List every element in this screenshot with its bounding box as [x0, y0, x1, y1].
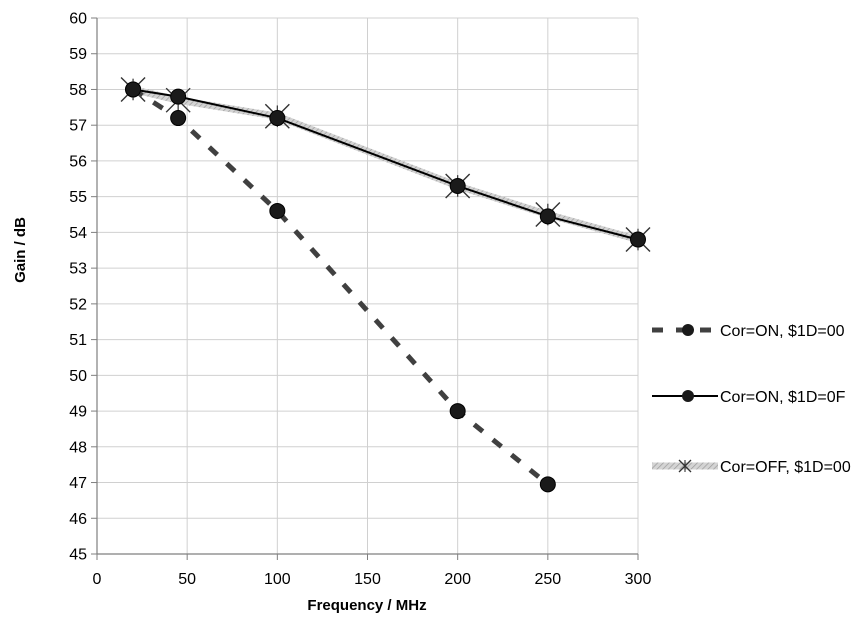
- legend-marker: [682, 324, 694, 336]
- x-tick-label: 0: [93, 571, 102, 588]
- data-point: [125, 81, 142, 98]
- data-point: [170, 110, 187, 127]
- series-group: [120, 76, 651, 493]
- y-tick-label: 57: [69, 118, 87, 135]
- legend-label: Cor=ON, $1D=00: [720, 323, 845, 340]
- legend-label: Cor=OFF, $1D=00: [720, 459, 851, 476]
- y-tick-label: 54: [69, 225, 87, 242]
- y-tick-label: 50: [69, 368, 87, 385]
- data-point: [449, 403, 466, 420]
- data-point: [539, 476, 556, 493]
- y-tick-label: 47: [69, 475, 87, 492]
- axes: 45 46 47 48 49 50 51 52 53 54 55 56 57 58 59 60 0 50 100 15…: [69, 11, 651, 589]
- y-tick-label: 58: [69, 82, 87, 99]
- x-axis-title: Frequency / MHz: [307, 597, 426, 614]
- y-tick-label: 51: [69, 332, 87, 349]
- y-tick-label: 48: [69, 439, 87, 456]
- legend: Cor=ON, $1D=00 Cor=ON, $1D=0F Cor=OFF, $1D…: [652, 323, 851, 476]
- y-tick-label: 53: [69, 261, 87, 278]
- y-tick-label: 49: [69, 404, 87, 421]
- y-tick-label: 46: [69, 511, 87, 528]
- y-tick-label: 52: [69, 296, 87, 313]
- legend-item-1: Cor=ON, $1D=00: [652, 323, 845, 340]
- legend-item-2: Cor=ON, $1D=0F: [652, 389, 846, 406]
- data-point: [630, 231, 646, 248]
- legend-marker: [682, 390, 694, 402]
- x-tick-label: 300: [625, 571, 652, 588]
- x-tick-label: 200: [444, 571, 471, 588]
- series-1: [125, 81, 556, 493]
- y-tick-label: 45: [69, 547, 87, 564]
- data-point: [269, 110, 286, 127]
- x-tick-label: 250: [534, 571, 561, 588]
- grid: [97, 17, 639, 554]
- y-axis-title: Gain / dB: [12, 217, 29, 283]
- y-tick-label: 59: [69, 46, 87, 63]
- data-point: [449, 177, 466, 194]
- x-tick-label: 50: [178, 571, 196, 588]
- data-point: [269, 202, 286, 219]
- series-line: [131, 87, 550, 487]
- series-3: [120, 76, 651, 253]
- legend-item-3: Cor=OFF, $1D=00: [652, 459, 851, 476]
- series-line: [129, 85, 642, 244]
- x-tick-label: 150: [354, 571, 381, 588]
- x-tick-label: 100: [264, 571, 291, 588]
- data-point: [170, 88, 187, 105]
- legend-label: Cor=ON, $1D=0F: [720, 389, 846, 406]
- y-tick-label: 56: [69, 153, 87, 170]
- y-tick-label: 60: [69, 11, 87, 28]
- y-tick-label: 55: [69, 189, 87, 206]
- data-point: [539, 208, 556, 225]
